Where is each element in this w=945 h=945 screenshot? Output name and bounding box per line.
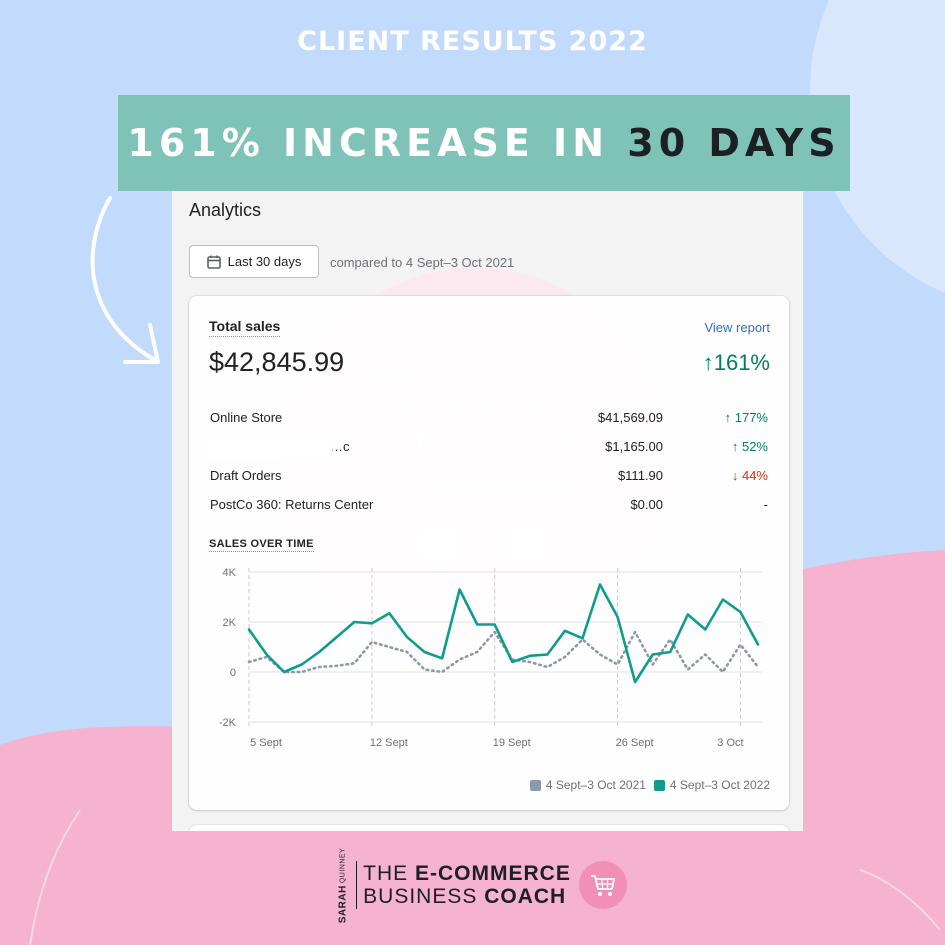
brand-wordmark: THE E-COMMERCE BUSINESS COACH xyxy=(363,862,571,908)
headline-dark: 30 DAYS xyxy=(627,121,841,165)
compare-range-text: compared to 4 Sept–3 Oct 2021 xyxy=(330,255,515,270)
legend-swatch-2021 xyxy=(529,779,541,791)
y-tick-label: 4K xyxy=(223,567,237,579)
brand-divider xyxy=(356,861,358,909)
total-sales-change: ↑161% xyxy=(702,350,770,375)
legend-label-2021: 4 Sept–3 Oct 2021 xyxy=(545,778,646,792)
y-tick-label: 2K xyxy=(223,617,237,629)
cart-logo xyxy=(578,861,627,909)
channel-name: Draft Orders xyxy=(210,468,282,483)
x-tick-label: 19 Sept xyxy=(493,737,531,749)
next-card xyxy=(189,825,789,831)
x-tick-label: 26 Sept xyxy=(616,737,654,749)
analytics-screenshot: Analytics Last 30 days compared to 4 Sep… xyxy=(172,191,803,831)
y-tick-label: 0 xyxy=(230,667,236,679)
x-tick-label: 3 Oct xyxy=(717,737,743,749)
sales-row: Online Store $41,569.09 ↑ 177% xyxy=(210,410,770,430)
channel-amount: $41,569.09 xyxy=(597,410,663,425)
page-title: CLIENT RESULTS 2022 xyxy=(297,26,648,57)
total-sales-value: $42,845.99 xyxy=(209,347,345,377)
channel-name: Online Store xyxy=(210,410,283,425)
brand-line-1: THE E-COMMERCE xyxy=(363,862,571,885)
channel-amount: $1,165.00 xyxy=(605,439,663,454)
brand-line-2-light: BUSINESS xyxy=(363,885,478,908)
brand-line-2: BUSINESS COACH xyxy=(363,885,571,908)
channel-change: ↑ 52% xyxy=(731,439,768,454)
channel-name: PostCo 360: Returns Center xyxy=(210,497,374,512)
calendar-icon xyxy=(206,255,221,269)
legend-label-2022: 4 Sept–3 Oct 2022 xyxy=(669,778,770,792)
headline-banner: 161% INCREASE IN 30 DAYS xyxy=(118,95,850,191)
headline-light: 161% INCREASE IN xyxy=(127,121,610,165)
redacted-area xyxy=(207,435,333,459)
total-sales-card: Total sales View report $42,845.99 ↑161%… xyxy=(189,296,789,810)
view-report-link[interactable]: View report xyxy=(704,320,770,335)
x-tick-label: 5 Sept xyxy=(250,737,282,749)
brand-line-1-bold: E-COMMERCE xyxy=(415,862,571,885)
channel-change: - xyxy=(763,497,768,512)
brand-line-1-light: THE xyxy=(363,862,409,885)
chart-legend: 4 Sept–3 Oct 2021 4 Sept–3 Oct 2022 xyxy=(529,778,770,792)
legend-swatch-2022 xyxy=(653,779,665,791)
total-sales-label[interactable]: Total sales xyxy=(209,318,281,337)
y-tick-label: -2K xyxy=(219,717,237,729)
channel-change: ↓ 44% xyxy=(731,468,768,483)
series-line-2021 xyxy=(247,630,760,674)
date-range-button[interactable]: Last 30 days xyxy=(189,245,319,278)
sales-over-time-label[interactable]: SALES OVER TIME xyxy=(209,538,314,552)
sales-row: Draft Orders $111.90 ↓ 44% xyxy=(210,468,770,488)
brand-name: SARAH QUINNEY xyxy=(338,847,349,922)
sales-row: …c $1,165.00 ↑ 52% xyxy=(207,435,770,459)
channel-amount: $0.00 xyxy=(630,497,663,512)
brand-footer: SARAH QUINNEY THE E-COMMERCE BUSINESS CO… xyxy=(0,847,945,923)
sales-over-time-chart: 4K 2K 0 -2K 5 Sept 12 Sept 19 Sept 26 Sept 3 Oct xyxy=(219,567,762,749)
headline-text: 161% INCREASE IN 30 DAYS xyxy=(127,121,840,165)
legend-item-2021[interactable]: 4 Sept–3 Oct 2021 xyxy=(529,778,646,792)
curved-arrow-icon xyxy=(90,196,160,364)
channel-amount: $111.90 xyxy=(617,468,663,483)
x-tick-label: 12 Sept xyxy=(370,737,408,749)
analytics-heading: Analytics xyxy=(189,200,262,220)
brand-first-name: SARAH xyxy=(337,884,349,923)
cart-logo-icon xyxy=(590,875,615,896)
sales-row: PostCo 360: Returns Center $0.00 - xyxy=(210,497,770,517)
brand-line-2-bold: COACH xyxy=(484,885,567,908)
date-range-label: Last 30 days xyxy=(227,254,302,269)
brand-last-name: QUINNEY xyxy=(339,847,347,883)
channel-name: …c xyxy=(330,439,350,454)
series-line-2022 xyxy=(247,583,760,684)
channel-change: ↑ 177% xyxy=(724,410,768,425)
legend-item-2022[interactable]: 4 Sept–3 Oct 2022 xyxy=(653,778,770,792)
